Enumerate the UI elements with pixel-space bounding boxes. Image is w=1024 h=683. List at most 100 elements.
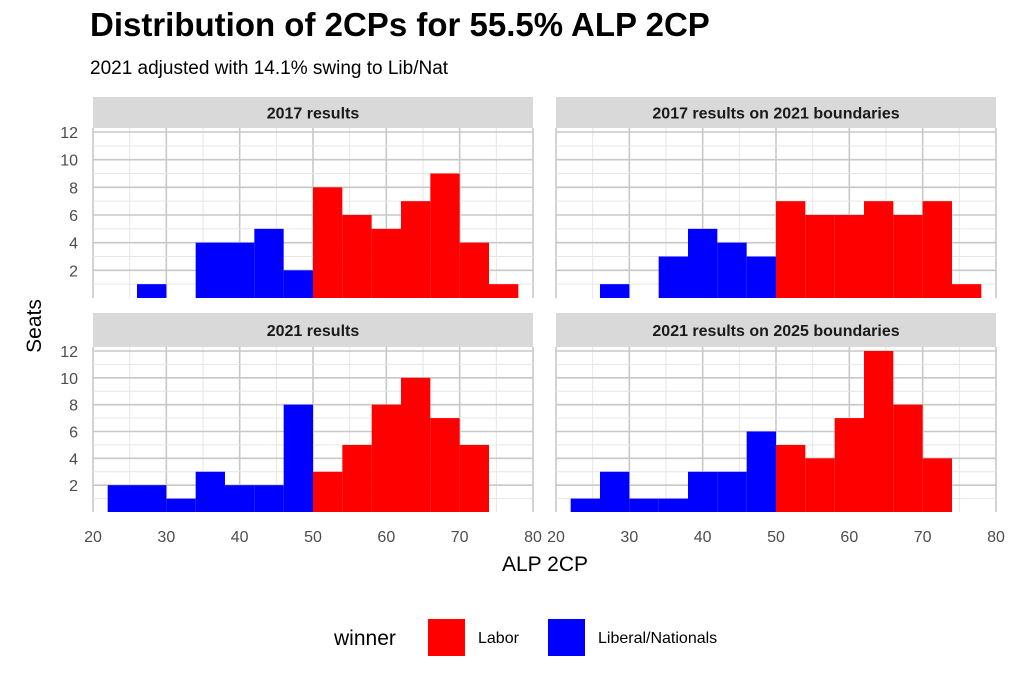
- x-tick-label: 70: [914, 529, 932, 546]
- histogram-bar: [688, 471, 718, 512]
- x-tick-label: 20: [84, 529, 102, 546]
- histogram-bar: [313, 187, 343, 298]
- histogram-bar: [342, 444, 372, 512]
- histogram-bar: [746, 431, 776, 512]
- histogram-bar: [225, 485, 255, 512]
- y-tick-label: 2: [69, 478, 78, 495]
- histogram-bar: [893, 215, 923, 298]
- facet-panel: 2021 results on 2025 boundaries 20 30 40 50 6…: [547, 313, 1005, 546]
- x-tick-label: 80: [987, 529, 1005, 546]
- facet-strip: [556, 97, 996, 128]
- x-axis-title: ALP 2CP: [502, 553, 588, 576]
- histogram-bar: [746, 256, 776, 298]
- histogram-bar: [717, 471, 747, 512]
- histogram-bar: [342, 215, 372, 298]
- histogram-bar: [313, 471, 343, 512]
- facet-panel: 2021 results 2 4 6 8 10 12 20 30 40 50 60 70 80: [60, 313, 542, 546]
- x-tick-label: 20: [547, 529, 565, 546]
- facet-panel: 2017 results on 2021 boundaries: [555, 97, 997, 298]
- y-tick-label: 12: [60, 344, 78, 361]
- x-tick-label: 50: [767, 529, 785, 546]
- histogram-bar: [717, 242, 747, 298]
- histogram-bar: [459, 444, 489, 512]
- facet-strip: [93, 97, 533, 128]
- histogram-bar: [430, 418, 460, 512]
- facet-strip-label: 2021 results: [267, 323, 360, 340]
- histogram-bar: [137, 284, 167, 298]
- histogram-bar: [166, 498, 196, 512]
- histogram-bar: [834, 215, 864, 298]
- histogram-bar: [371, 404, 401, 512]
- legend-label: Liberal/Nationals: [598, 630, 717, 647]
- y-tick-label: 10: [60, 371, 78, 388]
- facet-strip-label: 2017 results: [267, 106, 360, 123]
- histogram-bar: [922, 201, 952, 298]
- x-tick-label: 50: [304, 529, 322, 546]
- facet-panels: 2017 results 2 4 6 8 10 12 2017 results on 2021…: [60, 97, 1005, 546]
- histogram-bar: [658, 256, 688, 298]
- histogram-bar: [570, 498, 600, 512]
- y-tick-label: 6: [69, 208, 78, 225]
- x-tick-label: 60: [377, 529, 395, 546]
- x-tick-label: 70: [451, 529, 469, 546]
- legend-title: winner: [333, 627, 396, 650]
- facet-strip: [556, 313, 996, 347]
- histogram-bar: [834, 418, 864, 512]
- y-tick-label: 8: [69, 180, 78, 197]
- histogram-bar: [864, 201, 894, 298]
- x-tick-label: 80: [524, 529, 542, 546]
- histogram-bar: [600, 471, 630, 512]
- histogram-bar: [195, 471, 225, 512]
- histogram-bar: [600, 284, 630, 298]
- facet-panel: 2017 results 2 4 6 8 10 12: [60, 97, 534, 298]
- histogram-bar: [805, 215, 835, 298]
- histogram-bar: [401, 201, 431, 298]
- y-tick-label: 4: [69, 236, 78, 253]
- histogram-bar: [629, 498, 659, 512]
- histogram-bar: [430, 173, 460, 298]
- histogram-bar: [254, 228, 284, 298]
- histogram-bar: [952, 284, 982, 298]
- histogram-bar: [922, 458, 952, 512]
- chart-title: Distribution of 2CPs for 55.5% ALP 2CP: [90, 6, 710, 43]
- y-tick-label: 8: [69, 398, 78, 415]
- histogram-bar: [459, 242, 489, 298]
- facet-strip-label: 2017 results on 2021 boundaries: [652, 106, 899, 123]
- chart-subtitle: 2021 adjusted with 14.1% swing to Lib/Na…: [90, 58, 449, 79]
- x-tick-label: 40: [694, 529, 712, 546]
- histogram-bar: [489, 284, 519, 298]
- histogram-bar: [137, 485, 167, 512]
- y-axis-title: Seats: [23, 299, 46, 353]
- x-tick-label: 60: [840, 529, 858, 546]
- histogram-bar: [283, 270, 313, 298]
- histogram-bar: [283, 404, 313, 512]
- x-tick-label: 30: [620, 529, 638, 546]
- x-tick-label: 30: [157, 529, 175, 546]
- histogram-bar: [805, 458, 835, 512]
- facet-strip-label: 2021 results on 2025 boundaries: [652, 323, 899, 340]
- histogram-bar: [371, 228, 401, 298]
- histogram-bar: [893, 404, 923, 512]
- legend-key: [548, 619, 585, 656]
- x-tick-label: 40: [231, 529, 249, 546]
- legend: winner Labor Liberal/Nationals: [333, 619, 717, 656]
- legend-key: [428, 619, 465, 656]
- histogram-bar: [658, 498, 688, 512]
- y-tick-label: 4: [69, 451, 78, 468]
- facet-strip: [93, 313, 533, 347]
- histogram-bar: [776, 201, 806, 298]
- legend-label: Labor: [478, 630, 520, 647]
- histogram-bar: [225, 242, 255, 298]
- y-tick-label: 10: [60, 153, 78, 170]
- histogram-bar: [864, 351, 894, 512]
- histogram-bar: [776, 444, 806, 512]
- y-tick-label: 6: [69, 425, 78, 442]
- histogram-bar: [195, 242, 225, 298]
- y-tick-label: 2: [69, 263, 78, 280]
- histogram-bar: [401, 377, 431, 512]
- histogram-bar: [107, 485, 137, 512]
- y-tick-label: 12: [60, 125, 78, 142]
- histogram-bar: [688, 228, 718, 298]
- histogram-bar: [254, 485, 284, 512]
